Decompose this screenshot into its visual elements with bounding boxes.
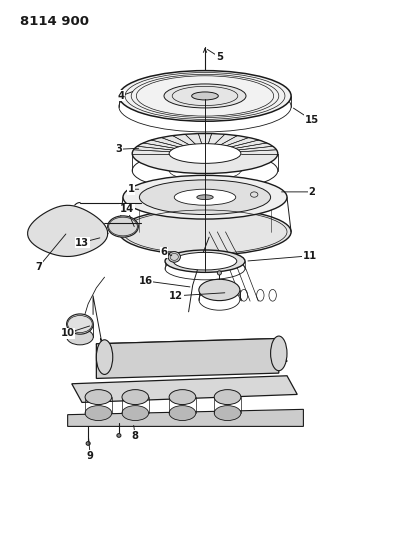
- Ellipse shape: [66, 314, 93, 334]
- Polygon shape: [96, 338, 278, 378]
- Ellipse shape: [119, 208, 290, 255]
- Polygon shape: [72, 376, 297, 402]
- Text: 4: 4: [117, 91, 124, 101]
- Ellipse shape: [107, 216, 138, 237]
- Ellipse shape: [85, 390, 111, 405]
- Ellipse shape: [164, 84, 245, 108]
- Ellipse shape: [85, 406, 111, 421]
- Ellipse shape: [164, 250, 245, 272]
- Text: 13: 13: [75, 238, 89, 247]
- Ellipse shape: [174, 189, 235, 205]
- Ellipse shape: [122, 406, 148, 421]
- Ellipse shape: [191, 92, 218, 100]
- Polygon shape: [67, 409, 303, 426]
- Ellipse shape: [66, 329, 93, 345]
- Ellipse shape: [96, 340, 112, 374]
- Ellipse shape: [198, 279, 239, 301]
- Ellipse shape: [196, 195, 213, 199]
- Ellipse shape: [86, 441, 90, 445]
- Text: 2: 2: [308, 187, 314, 197]
- Text: 5: 5: [215, 52, 222, 62]
- Ellipse shape: [169, 144, 240, 163]
- Polygon shape: [27, 205, 108, 256]
- Ellipse shape: [139, 180, 270, 215]
- Text: 9: 9: [87, 451, 93, 461]
- Text: 12: 12: [169, 291, 183, 301]
- Ellipse shape: [173, 253, 236, 270]
- Text: 10: 10: [61, 328, 74, 338]
- Text: 15: 15: [304, 115, 318, 125]
- Text: 7: 7: [36, 262, 42, 271]
- Text: 14: 14: [120, 205, 134, 214]
- Ellipse shape: [123, 175, 286, 219]
- Text: 3: 3: [115, 144, 122, 154]
- Ellipse shape: [132, 134, 277, 174]
- Text: 1: 1: [127, 184, 135, 194]
- Ellipse shape: [169, 390, 196, 405]
- Text: 16: 16: [138, 276, 152, 286]
- Ellipse shape: [214, 390, 240, 405]
- Ellipse shape: [270, 336, 286, 371]
- Ellipse shape: [217, 271, 221, 275]
- Ellipse shape: [122, 390, 148, 405]
- Ellipse shape: [169, 406, 196, 421]
- Text: 6: 6: [160, 247, 167, 257]
- Ellipse shape: [117, 434, 121, 437]
- Polygon shape: [96, 338, 286, 367]
- Text: 8114 900: 8114 900: [20, 15, 89, 28]
- Text: 11: 11: [302, 251, 316, 261]
- Ellipse shape: [214, 406, 240, 421]
- Ellipse shape: [168, 252, 180, 262]
- Ellipse shape: [119, 70, 290, 122]
- Text: 8: 8: [131, 431, 139, 441]
